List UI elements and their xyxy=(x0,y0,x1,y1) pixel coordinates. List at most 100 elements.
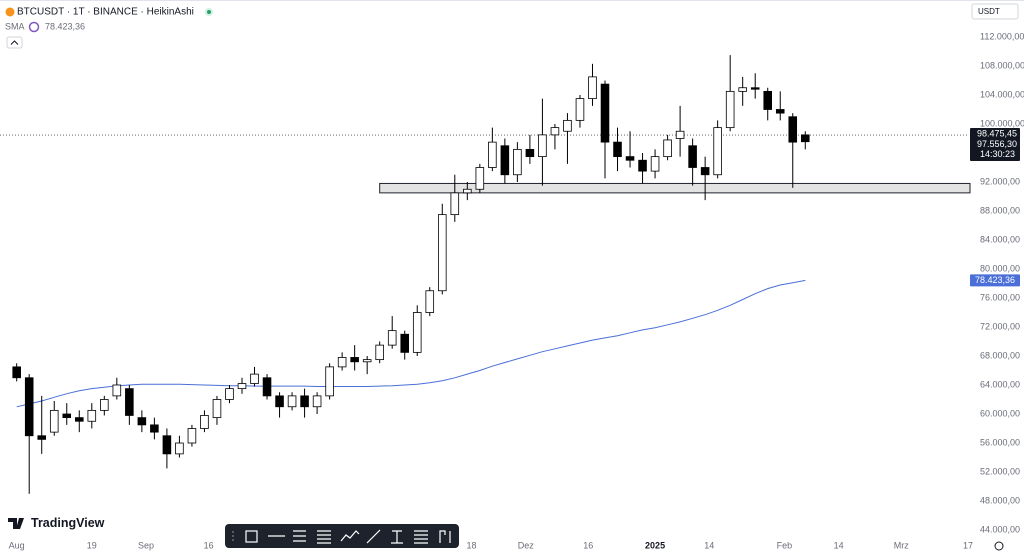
tool-parallel[interactable] xyxy=(293,530,306,542)
candle-body xyxy=(137,417,147,426)
support-zone xyxy=(379,182,971,194)
brand-name: TradingView xyxy=(31,516,105,530)
plot xyxy=(0,55,971,494)
candle-body xyxy=(588,76,597,100)
candle-body xyxy=(500,145,510,176)
x-tick-label: 2025 xyxy=(645,540,665,550)
candle-body xyxy=(300,395,309,408)
candle-body xyxy=(237,383,247,390)
candle-body xyxy=(62,413,72,419)
candle-body xyxy=(24,377,34,437)
candle-body xyxy=(613,141,622,158)
x-tick-label: 14 xyxy=(704,540,714,550)
candle-body xyxy=(225,388,234,400)
y-tick-label: 88.000,00 xyxy=(980,205,1020,215)
brand-logo xyxy=(8,518,24,529)
tool-measure[interactable] xyxy=(439,530,451,543)
candle-body xyxy=(287,395,297,408)
indicator-icon[interactable] xyxy=(28,21,40,33)
candle-body xyxy=(463,188,472,194)
candle-body xyxy=(513,148,522,176)
candle-body xyxy=(650,156,660,172)
candle-body xyxy=(625,156,635,161)
candle-body xyxy=(688,145,697,168)
candle-body xyxy=(350,357,359,363)
y-tick-label: 56.000,00 xyxy=(980,437,1020,447)
candle-body xyxy=(112,384,122,397)
x-tick-label: Aug xyxy=(9,540,25,550)
candle-body xyxy=(387,330,397,346)
candle-body xyxy=(87,409,97,422)
x-tick-label: Sep xyxy=(138,540,154,550)
candle-body xyxy=(700,167,710,176)
candle-body xyxy=(525,148,535,158)
candle-body xyxy=(763,90,773,110)
candle-body xyxy=(725,90,735,129)
x-tick-label: 17 xyxy=(963,540,973,550)
candle-body xyxy=(638,159,647,172)
candle-body xyxy=(488,141,497,168)
x-tick-label: Mrz xyxy=(894,540,909,550)
tool-text[interactable] xyxy=(391,530,403,544)
symbol-title: BTCUSDT · 1T · BINANCE · HeikinAshi xyxy=(17,7,194,18)
settings-button[interactable] xyxy=(994,541,1004,551)
y-tick-label: 76.000,00 xyxy=(980,292,1020,302)
candle-body xyxy=(425,290,435,313)
candle-body xyxy=(800,134,810,143)
candle-body xyxy=(788,116,798,143)
candle-body xyxy=(663,139,672,158)
candle-body xyxy=(275,395,284,408)
y-tick-label: 100.000,00 xyxy=(980,118,1024,128)
x-tick-label: Dez xyxy=(518,540,535,550)
candle-body xyxy=(538,134,547,158)
candle-body xyxy=(738,87,747,92)
candle-body xyxy=(475,167,485,190)
last-price-label: 98.475,45 xyxy=(977,128,1017,138)
currency: USDT xyxy=(978,7,1000,16)
x-tick-label: 16 xyxy=(204,540,214,550)
y-tick-label: 104.000,00 xyxy=(980,89,1024,99)
y-tick-label: 84.000,00 xyxy=(980,234,1020,244)
tool-rect[interactable] xyxy=(245,530,258,543)
candle-body xyxy=(775,109,785,114)
currency-button[interactable] xyxy=(971,3,1019,20)
y-tick-label: 52.000,00 xyxy=(980,466,1020,476)
x-tick-label: Feb xyxy=(777,540,793,550)
y-tick-label: 80.000,00 xyxy=(980,263,1020,273)
candle-body xyxy=(325,366,334,397)
y-tick-label: 44.000,00 xyxy=(980,524,1020,534)
sma-line xyxy=(16,279,806,408)
y-tick-label: 112.000,00 xyxy=(980,31,1024,41)
candle-body xyxy=(187,428,197,444)
y-tick-label: 60.000,00 xyxy=(980,408,1020,418)
candle-body xyxy=(12,366,21,379)
sma-label-box xyxy=(970,274,1020,287)
symbol-icon xyxy=(5,7,15,17)
candle-body xyxy=(375,344,384,361)
candle-body xyxy=(400,333,410,353)
tool-trendline[interactable] xyxy=(366,529,381,544)
collapse-button[interactable] xyxy=(6,36,23,49)
y-tick-label: 108.000,00 xyxy=(980,60,1024,70)
candle-body xyxy=(100,399,109,411)
tool-fib[interactable] xyxy=(317,530,331,544)
candle-body xyxy=(450,192,460,216)
tool-pattern[interactable] xyxy=(340,530,360,542)
candle-body xyxy=(200,415,209,429)
y-tick-label: 92.000,00 xyxy=(980,176,1020,186)
price-label-box xyxy=(970,128,1020,162)
x-tick-label: 19 xyxy=(87,540,97,550)
drawing-toolbar xyxy=(225,524,459,548)
candle-body xyxy=(713,127,722,176)
indicator-name: SMA xyxy=(5,21,25,31)
candle-body xyxy=(563,119,572,132)
tool-position[interactable] xyxy=(414,530,428,544)
x-tick-label: 18 xyxy=(466,540,476,550)
x-tick-label: 16 xyxy=(583,540,593,550)
y-tick-label: 72.000,00 xyxy=(980,321,1020,331)
candle-body xyxy=(262,377,272,397)
candle-body xyxy=(74,417,84,422)
candle-body xyxy=(175,442,184,455)
